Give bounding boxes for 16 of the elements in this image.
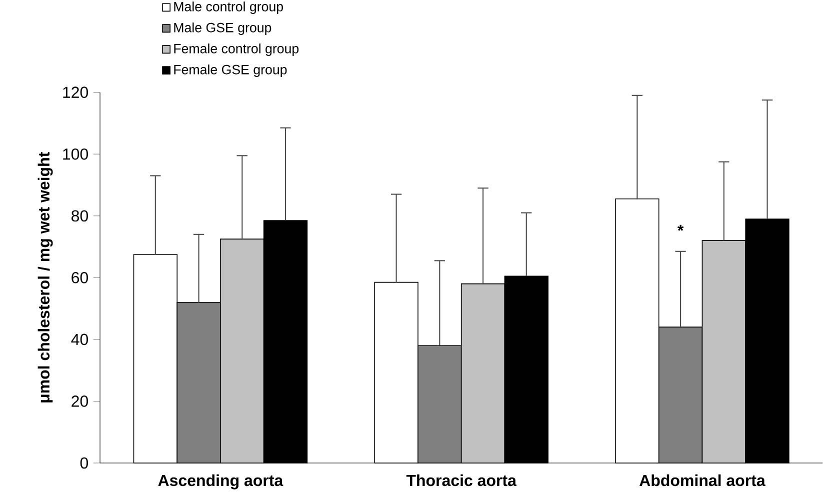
y-tick-label: 60 bbox=[72, 272, 88, 284]
legend-label: Male GSE group bbox=[174, 22, 272, 35]
y-tick-label: 40 bbox=[71, 334, 88, 346]
x-tick-label: Ascending aorta bbox=[158, 474, 284, 490]
legend-label: Male control group bbox=[174, 2, 283, 14]
annotation: * bbox=[677, 224, 684, 231]
x-tick-label: Abdominal aorta bbox=[640, 474, 766, 486]
y-tick-label: 100 bbox=[63, 148, 88, 160]
y-tick-label: 0 bbox=[80, 457, 88, 469]
y-tick-label: 20 bbox=[72, 396, 88, 407]
y-axis-title: μmol cholesterol / mg wet weight bbox=[38, 152, 53, 402]
y-tick-label: 120 bbox=[63, 86, 88, 98]
legend-label: Female GSE group bbox=[174, 64, 287, 77]
x-tick-label: Thoracic aorta bbox=[406, 474, 517, 486]
y-tick-label: 80 bbox=[72, 210, 88, 222]
legend-label: Female control group bbox=[174, 44, 299, 56]
